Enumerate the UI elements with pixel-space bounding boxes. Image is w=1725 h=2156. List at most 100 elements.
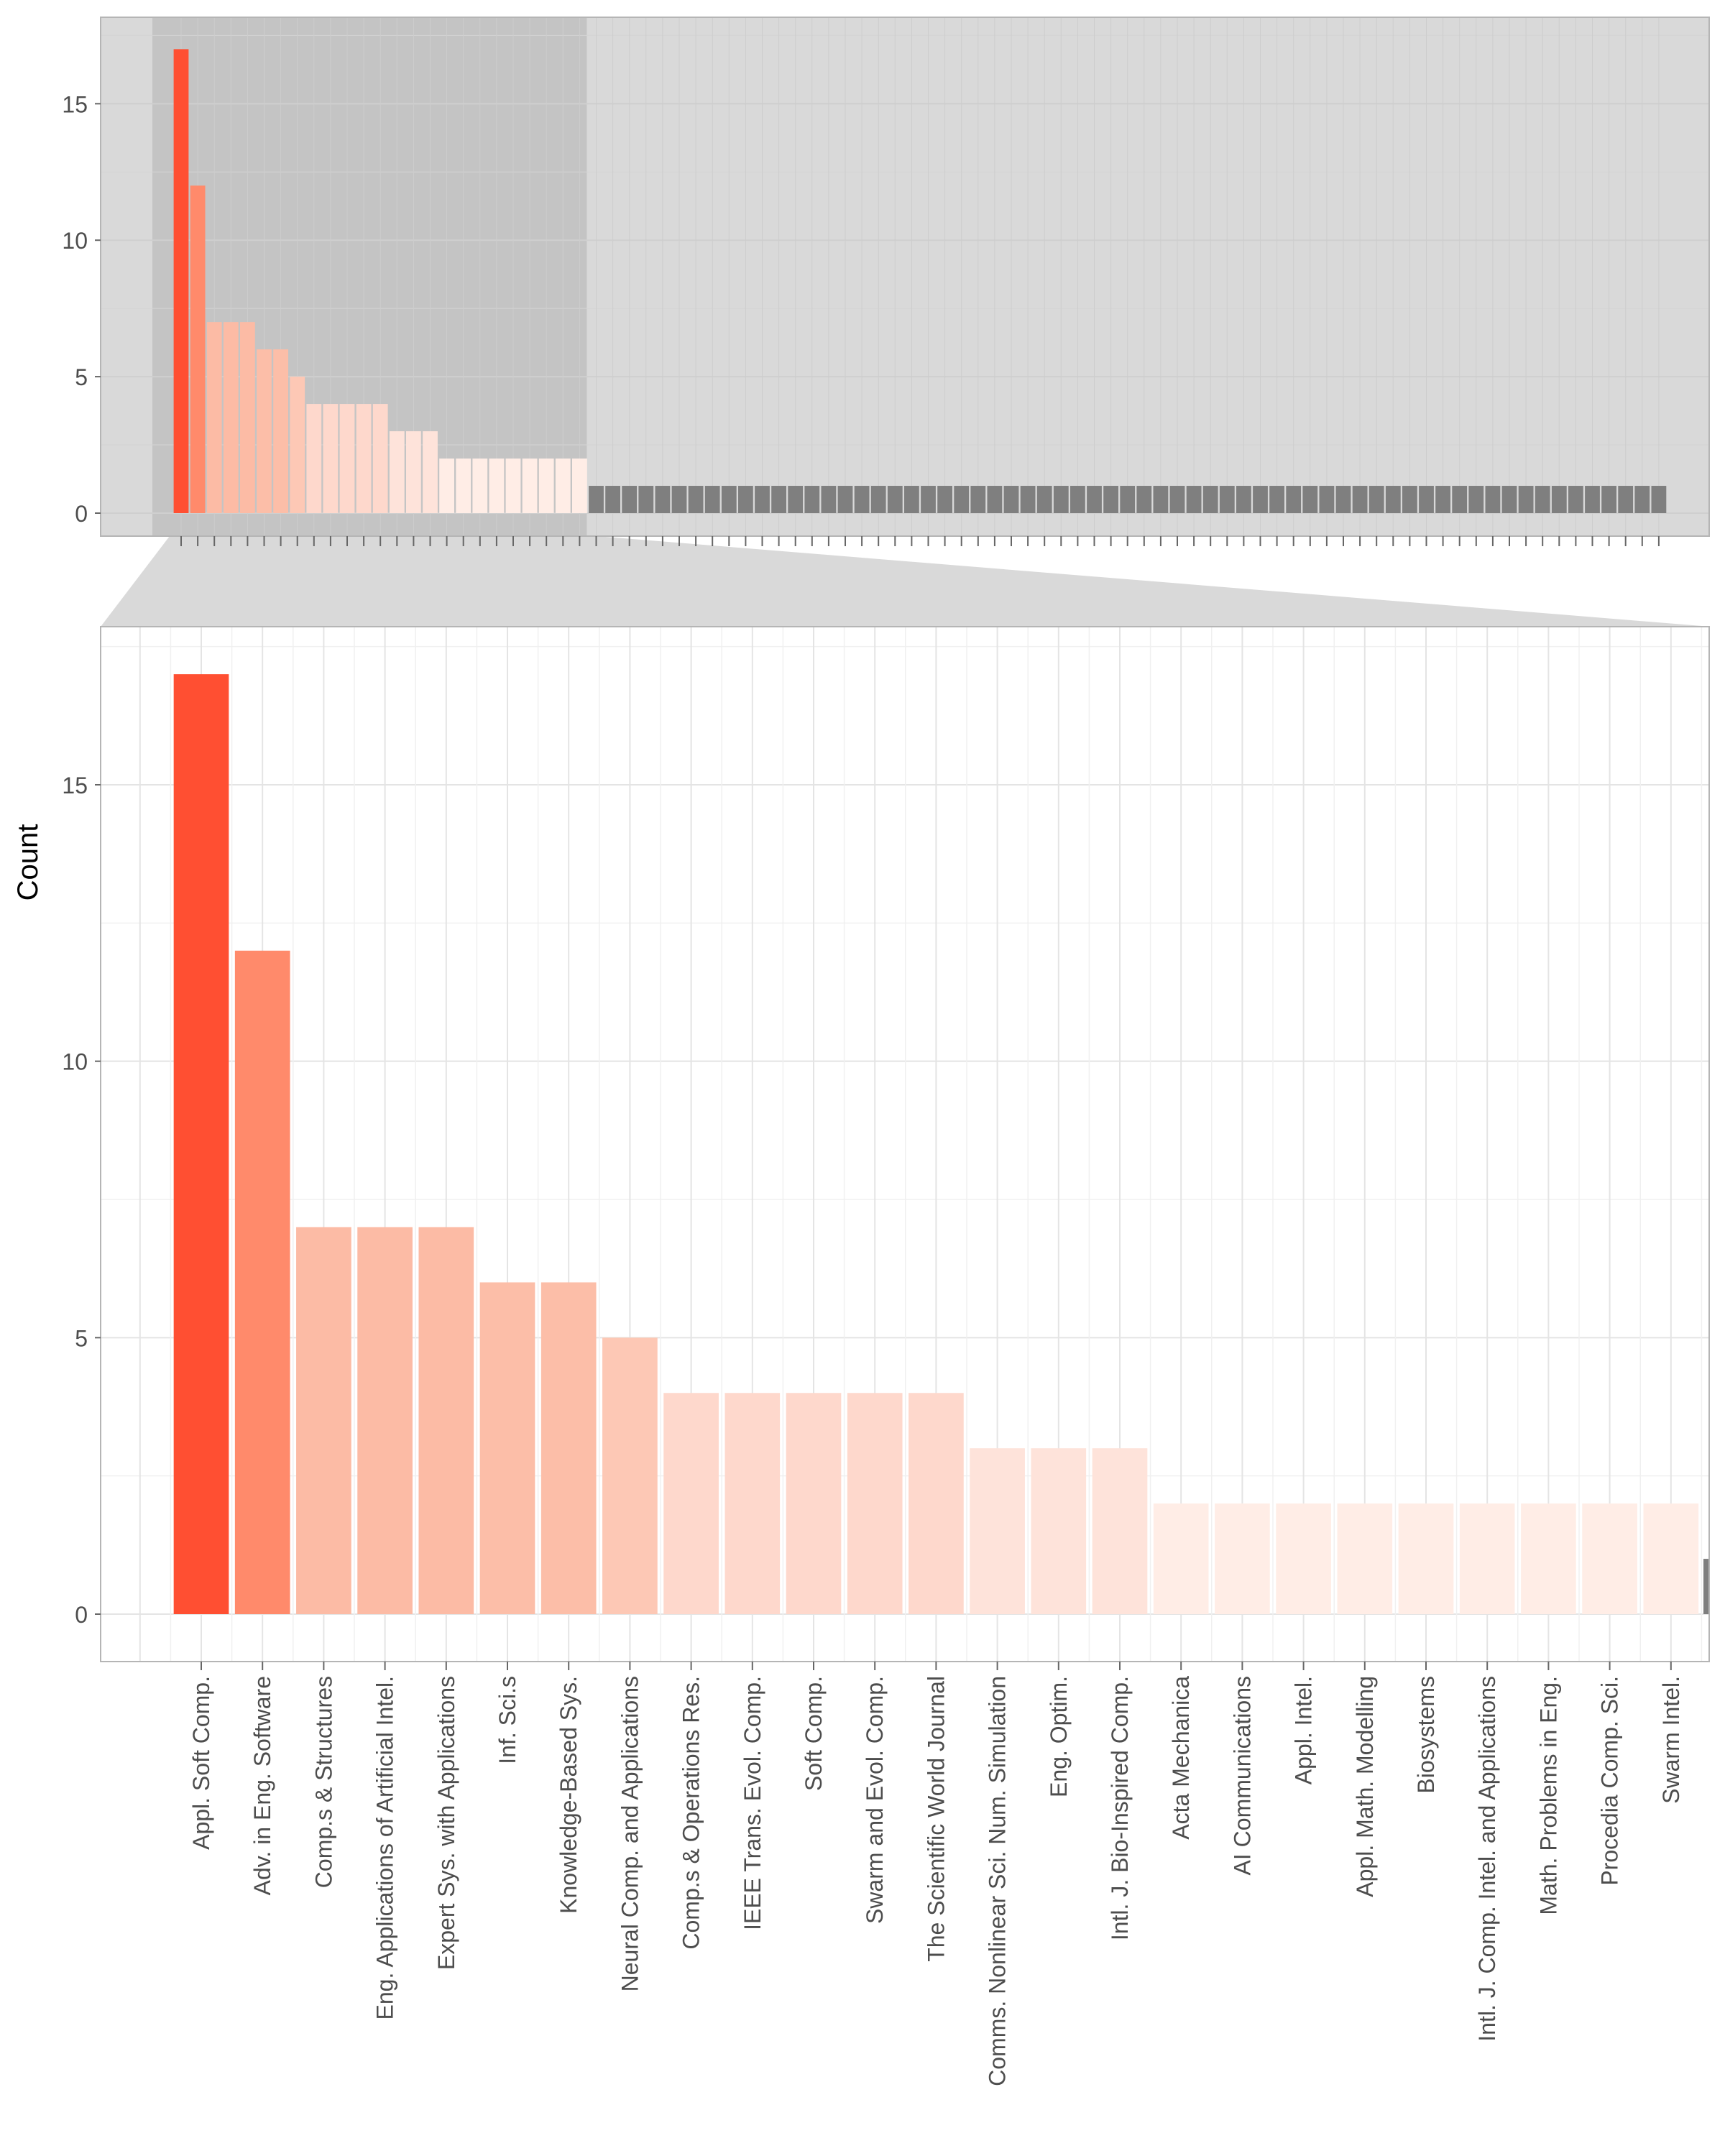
overview-bar xyxy=(771,486,786,513)
zoomed-x-tick-label: Inf. Sci.s xyxy=(494,1676,520,1764)
zoomed-x-tick-label: Eng. Applications of Artificial Intel. xyxy=(372,1676,398,2019)
overview-bar xyxy=(1402,486,1417,513)
overview-bar xyxy=(837,486,853,513)
zoomed-x-tick-label: The Scientific World Journal xyxy=(923,1676,949,1962)
overview-bar xyxy=(887,486,903,513)
overview-bar xyxy=(1202,486,1218,513)
overview-panel-border xyxy=(100,17,1710,537)
zoomed-bar xyxy=(1092,1448,1148,1614)
overview-bar xyxy=(1103,486,1118,513)
zoom-connector xyxy=(101,536,1711,627)
overview-bar xyxy=(1120,486,1136,513)
zoomed-bar xyxy=(296,1227,351,1614)
zoomed-bar xyxy=(1521,1503,1576,1614)
overview-bar xyxy=(1335,486,1351,513)
overview-bar xyxy=(439,459,454,513)
zoomed-bar xyxy=(479,1282,535,1614)
zoomed-bar xyxy=(234,950,290,1614)
overview-bar xyxy=(1518,486,1534,513)
zoomed-x-tick-label: Intl. J. Comp. Intel. and Applications xyxy=(1474,1676,1500,2042)
zoomed-panel-border xyxy=(100,626,1710,1662)
overview-bar xyxy=(1286,486,1302,513)
overview-bar xyxy=(1219,486,1235,513)
overview-bar xyxy=(572,459,587,513)
overview-bar xyxy=(339,404,355,513)
overview-bar xyxy=(755,486,770,513)
overview-bar xyxy=(1136,486,1152,513)
overview-bar xyxy=(1003,486,1019,513)
overview-bar xyxy=(821,486,837,513)
overview-bar xyxy=(223,322,239,513)
zoomed-bar xyxy=(1276,1503,1331,1614)
overview-bar xyxy=(605,486,620,513)
overview-bar xyxy=(1020,486,1036,513)
overview-bar xyxy=(1568,486,1583,513)
zoomed-x-tick-label: Comms. Nonlinear Sci. Num. Simulation xyxy=(985,1676,1011,2086)
overview-bar xyxy=(240,322,255,513)
zoomed-x-tick-label: Appl. Math. Modelling xyxy=(1352,1676,1378,1897)
overview-bar xyxy=(1468,486,1484,513)
zoomed-bar xyxy=(1459,1503,1515,1614)
zoomed-x-tick-label: Soft Comp. xyxy=(801,1676,827,1791)
overview-bar xyxy=(290,377,305,513)
overview-bar xyxy=(738,486,753,513)
overview-bar xyxy=(389,431,405,513)
overview-bar xyxy=(1385,486,1401,513)
zoomed-bar-partial xyxy=(1703,1559,1709,1614)
overview-bar xyxy=(257,349,272,513)
overview-y-tick-label: 5 xyxy=(75,364,88,390)
overview-bar xyxy=(1087,486,1102,513)
zoomed-x-tick-label: Expert Sys. with Applications xyxy=(433,1676,459,1970)
overview-bar xyxy=(1053,486,1069,513)
overview-bar xyxy=(704,486,720,513)
overview-bar xyxy=(1585,486,1600,513)
overview-bar xyxy=(1153,486,1169,513)
overview-bar xyxy=(306,404,322,513)
overview-panel: 0 5 10 15 xyxy=(62,17,1710,546)
overview-bar xyxy=(555,459,571,513)
overview-bar xyxy=(638,486,654,513)
zoomed-y-tick-label: 5 xyxy=(75,1325,88,1351)
zoomed-x-tick-label: Knowledge-Based Sys. xyxy=(556,1676,581,1914)
overview-bar xyxy=(1169,486,1185,513)
overview-bar xyxy=(1601,486,1616,513)
overview-bar xyxy=(1651,486,1667,513)
zoomed-bar xyxy=(970,1448,1025,1614)
overview-bar xyxy=(788,486,804,513)
zoomed-bar xyxy=(663,1393,719,1614)
overview-bar xyxy=(987,486,1003,513)
overview-bar xyxy=(538,459,554,513)
zoomed-bar xyxy=(1153,1503,1209,1614)
overview-bar xyxy=(655,486,671,513)
overview-bar xyxy=(505,459,521,513)
zoomed-x-tick-label: AI Communications xyxy=(1229,1676,1255,1875)
overview-bar xyxy=(173,49,189,513)
overview-bar xyxy=(423,431,438,513)
zoomed-x-tick-label: Eng. Optim. xyxy=(1046,1676,1072,1797)
zoomed-bar xyxy=(908,1393,964,1614)
zoomed-bar xyxy=(724,1393,781,1614)
overview-bar xyxy=(688,486,704,513)
zoomed-bar xyxy=(1643,1503,1699,1614)
overview-bar xyxy=(671,486,687,513)
zoomed-y-tick-label: 0 xyxy=(75,1602,88,1628)
overview-bar xyxy=(1186,486,1202,513)
zoomed-bar xyxy=(786,1393,842,1614)
zoomed-x-tick-label: Swarm Intel. xyxy=(1658,1676,1684,1804)
overview-bar xyxy=(1269,486,1284,513)
zoomed-x-tick-label: Intl. J. Bio-Inspired Comp. xyxy=(1107,1676,1133,1940)
overview-bar xyxy=(489,459,505,513)
zoomed-bar xyxy=(602,1337,658,1614)
overview-bar xyxy=(854,486,870,513)
zoomed-x-tick-label: Swarm and Evol. Comp. xyxy=(862,1676,888,1924)
zoomed-bar xyxy=(1582,1503,1637,1614)
overview-bar xyxy=(804,486,820,513)
overview-bar xyxy=(1435,486,1450,513)
zoomed-x-tick-label: Acta Mechanica xyxy=(1168,1676,1194,1840)
zoomed-x-tick-label: Math. Problems in Eng. xyxy=(1535,1676,1561,1915)
overview-bar xyxy=(472,459,488,513)
zoomed-x-tick-label: Appl. Intel. xyxy=(1291,1676,1317,1784)
zoomed-bar xyxy=(1398,1503,1454,1614)
zoomed-bar xyxy=(847,1393,903,1614)
overview-bar xyxy=(589,486,604,513)
